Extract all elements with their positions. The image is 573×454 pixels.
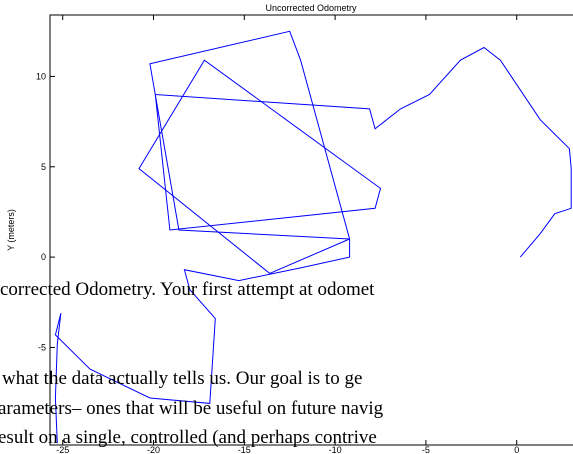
document-text-line: what the data actually tells us. Our goa… — [2, 368, 362, 389]
chart-title: Uncorrected Odometry — [265, 3, 357, 13]
x-tick-label: 0 — [514, 445, 519, 454]
axes-box — [49, 14, 573, 446]
x-tick-label: -5 — [422, 445, 430, 454]
y-tick-label: -5 — [38, 342, 46, 352]
document-text-line: arameters– ones that will be useful on f… — [0, 398, 384, 419]
x-tick-label: -20 — [147, 445, 160, 454]
y-tick-label: 10 — [36, 71, 46, 81]
document-text-line: esult on a single, controlled (and perha… — [0, 427, 377, 448]
x-tick-label: -25 — [56, 445, 69, 454]
document-text-line: corrected Odometry. Your first attempt a… — [0, 279, 375, 300]
y-tick-label: 5 — [41, 162, 46, 172]
y-tick-label: 0 — [41, 252, 46, 262]
x-tick-label: -10 — [329, 445, 342, 454]
trajectory-line — [54, 30, 572, 444]
x-tick-label: -15 — [238, 445, 251, 454]
y-axis-label: Y (meters) — [6, 209, 16, 251]
